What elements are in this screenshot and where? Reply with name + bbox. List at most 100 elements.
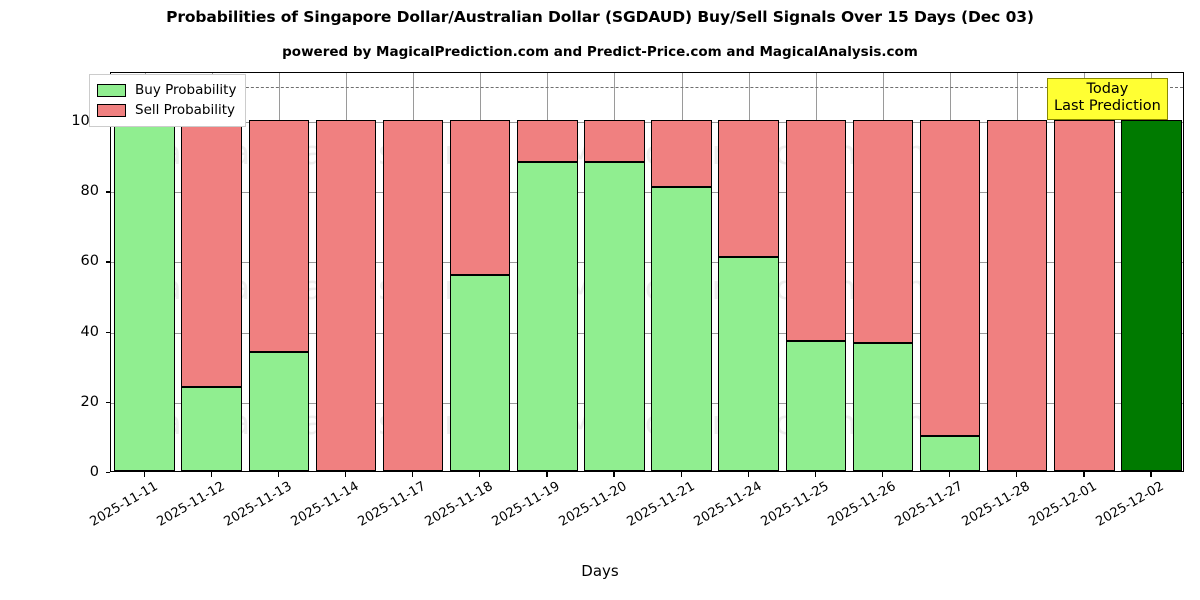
x-axis-label: Days [581, 562, 619, 580]
x-axis-tick-mark [814, 472, 817, 477]
gridline-horizontal [111, 262, 1183, 264]
bar-segment-sell[interactable] [852, 120, 914, 343]
x-axis-tick-label: 2025-11-24 [691, 479, 765, 530]
bar-column[interactable] [181, 73, 242, 471]
legend-item-sell: Sell Probability [97, 100, 236, 120]
x-axis-tick-label: 2025-11-28 [959, 479, 1033, 530]
x-axis-tick-mark [277, 472, 280, 477]
x-axis-tick-label: 2025-12-02 [1093, 479, 1167, 530]
y-axis-tick-label: 20 [80, 393, 99, 410]
bar-segment-buy[interactable] [584, 162, 645, 471]
bar-segment-buy[interactable] [248, 351, 309, 471]
plot-area: MagicalAnalysis.comMagicalPrediction.com… [110, 72, 1184, 472]
bar-segment-today[interactable] [1121, 120, 1182, 471]
threshold-dashed-line [111, 87, 1183, 89]
y-axis-tick-mark [105, 261, 110, 263]
x-axis-tick-mark [949, 472, 951, 477]
bar-segment-sell[interactable] [919, 120, 981, 436]
bar-column[interactable] [785, 73, 846, 471]
x-axis-tick-label: 2025-11-25 [758, 479, 832, 530]
bar-segment-buy[interactable] [114, 120, 175, 471]
x-axis-tick-mark [1150, 472, 1152, 477]
bar-column[interactable] [382, 73, 444, 471]
bar-segment-sell[interactable] [248, 120, 309, 352]
bar-column[interactable] [986, 73, 1048, 471]
gridline-horizontal [111, 402, 1183, 404]
today-annotation-line1: Today [1086, 81, 1129, 97]
bar-segment-buy[interactable] [852, 342, 914, 471]
bar-segment-sell[interactable] [449, 120, 511, 275]
bar-segment-sell[interactable] [315, 120, 377, 471]
bar-column[interactable] [449, 73, 511, 471]
x-axis-tick-mark [546, 472, 548, 477]
bar-segment-sell[interactable] [584, 120, 645, 163]
y-axis-tick-label: 60 [80, 253, 99, 270]
bar-column[interactable] [248, 73, 309, 471]
bar-segment-sell[interactable] [718, 120, 779, 257]
x-axis-tick-mark [1016, 472, 1018, 477]
x-axis-tick-label: 2025-11-26 [825, 479, 899, 530]
x-axis-tick-label: 2025-11-17 [355, 479, 429, 530]
bar-segment-buy[interactable] [919, 435, 981, 471]
bar-segment-sell[interactable] [181, 120, 242, 387]
chart-subtitle: powered by MagicalPrediction.com and Pre… [282, 44, 918, 60]
x-axis-tick-mark [613, 472, 615, 477]
y-axis-tick-mark [105, 331, 110, 333]
bar-segment-buy[interactable] [449, 274, 511, 471]
bar-column[interactable] [315, 73, 377, 471]
bar-segment-buy[interactable] [785, 341, 846, 471]
y-axis-tick-label: 0 [89, 464, 99, 480]
x-axis-tick-mark [344, 472, 347, 477]
bar-segment-sell[interactable] [785, 120, 846, 342]
bar-segment-sell[interactable] [517, 120, 578, 163]
bar-column[interactable] [919, 73, 981, 471]
y-axis-tick-label: 80 [80, 183, 99, 200]
bar-segment-sell[interactable] [986, 120, 1048, 471]
bar-column[interactable] [517, 73, 578, 471]
y-axis-tick-mark [105, 401, 110, 404]
bar-column[interactable] [1121, 73, 1182, 471]
bar-column[interactable] [852, 73, 914, 471]
x-axis-tick-label: 2025-11-11 [87, 479, 161, 530]
x-axis-tick-label: 2025-11-27 [892, 479, 966, 530]
bar-column[interactable] [114, 73, 175, 471]
x-axis-tick-mark [143, 472, 145, 477]
legend-swatch-sell [97, 103, 126, 117]
legend-label-sell: Sell Probability [135, 102, 236, 118]
bar-segment-sell[interactable] [382, 120, 444, 471]
x-axis-tick-label: 2025-11-18 [422, 479, 496, 530]
bar-column[interactable] [584, 73, 645, 471]
legend-swatch-buy [97, 83, 126, 97]
x-axis-tick-label: 2025-11-21 [624, 479, 698, 530]
gridline-horizontal [111, 122, 1183, 124]
legend-item-buy: Buy Probability [97, 80, 236, 100]
bar-segment-sell[interactable] [1054, 120, 1115, 471]
x-axis-tick-label: 2025-11-19 [489, 479, 563, 530]
x-axis-tick-mark [680, 472, 682, 477]
x-axis-tick-label: 2025-11-20 [556, 479, 630, 530]
bar-segment-buy[interactable] [517, 162, 578, 471]
gridline-horizontal [111, 332, 1183, 334]
x-axis-tick-mark [479, 472, 481, 477]
page-title: Probabilities of Singapore Dollar/Austra… [166, 8, 1034, 26]
bar-segment-buy[interactable] [718, 256, 779, 471]
today-annotation-line2: Last Prediction [1054, 98, 1161, 115]
bar-segment-sell[interactable] [651, 120, 712, 187]
bar-column[interactable] [651, 73, 712, 471]
bar-segment-buy[interactable] [181, 386, 242, 471]
x-axis-tick-label: 2025-12-01 [1026, 479, 1100, 530]
x-axis-tick-mark [881, 472, 884, 477]
x-axis-tick-mark [1083, 472, 1085, 477]
x-axis-tick-mark [412, 472, 414, 477]
y-axis-tick-mark [105, 472, 110, 474]
gridline-horizontal [111, 192, 1183, 194]
bar-column[interactable] [718, 73, 779, 471]
today-annotation: Today Last Prediction [1047, 78, 1168, 121]
legend-label-buy: Buy Probability [135, 82, 237, 98]
x-axis-tick-label: 2025-11-13 [221, 479, 295, 530]
y-axis-tick-mark [105, 191, 110, 193]
bar-segment-buy[interactable] [651, 186, 712, 471]
y-axis-tick-label: 40 [80, 323, 99, 340]
bar-column[interactable] [1054, 73, 1115, 471]
